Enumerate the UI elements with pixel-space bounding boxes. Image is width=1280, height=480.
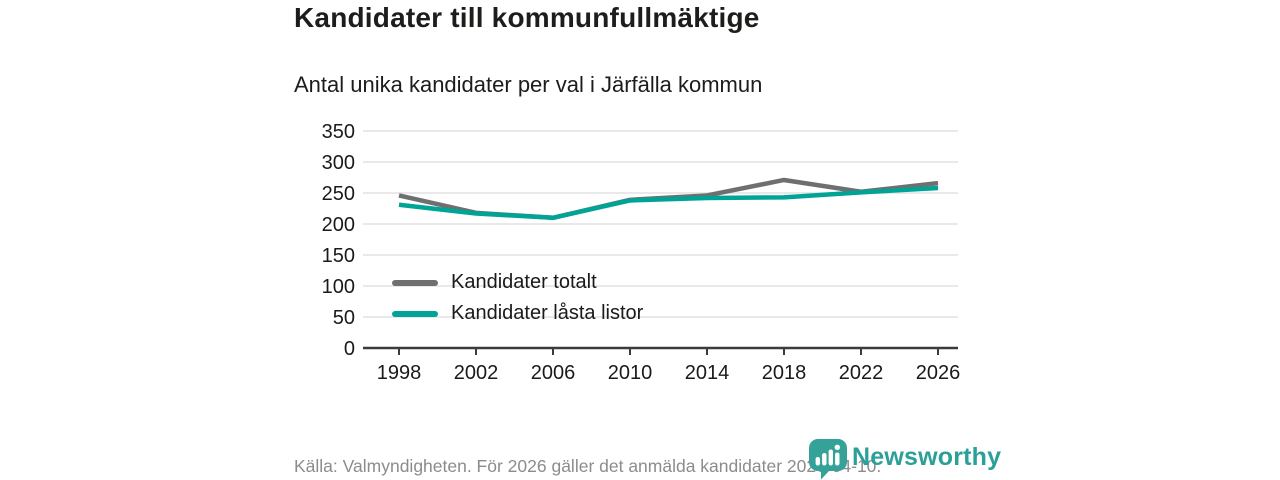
legend: Kandidater totalt Kandidater låsta listor bbox=[392, 267, 643, 329]
legend-label: Kandidater totalt bbox=[451, 271, 597, 293]
x-tick-label: 2014 bbox=[685, 362, 730, 384]
x-tick-label: 2026 bbox=[916, 362, 961, 384]
x-tick-label: 2010 bbox=[608, 362, 653, 384]
newsworthy-logo[interactable]: Newsworthy bbox=[809, 439, 1001, 480]
x-tick-label: 2006 bbox=[531, 362, 576, 384]
legend-swatch bbox=[392, 310, 438, 317]
legend-swatch bbox=[392, 279, 438, 286]
y-tick-label: 150 bbox=[322, 245, 355, 267]
x-tick-label: 2022 bbox=[839, 362, 884, 384]
legend-label: Kandidater låsta listor bbox=[451, 302, 644, 324]
x-tick-label: 2018 bbox=[762, 362, 807, 384]
newsworthy-wordmark: Newsworthy bbox=[852, 443, 1002, 471]
line-chart: 0 50 100 150 200 250 300 350 1998 2002 2006 2010 201… bbox=[322, 121, 961, 384]
x-tick-label: 2002 bbox=[454, 362, 499, 384]
y-tick-label: 50 bbox=[333, 307, 355, 329]
y-tick-label: 0 bbox=[344, 338, 355, 360]
newsworthy-chart-bubble-icon bbox=[809, 439, 847, 480]
source-note: Källa: Valmyndigheten. För 2026 gäller d… bbox=[294, 456, 882, 476]
chart-subtitle: Antal unika kandidater per val i Järfäll… bbox=[294, 72, 763, 97]
x-tick-label: 1998 bbox=[377, 362, 422, 384]
y-tick-label: 300 bbox=[322, 152, 355, 174]
y-tick-label: 350 bbox=[322, 121, 355, 143]
y-tick-label: 100 bbox=[322, 276, 355, 298]
series-line-kandidater-l-sta-listor bbox=[398, 185, 939, 221]
y-tick-label: 250 bbox=[322, 183, 355, 205]
legend-item: Kandidater låsta listor bbox=[392, 298, 643, 329]
y-tick-label: 200 bbox=[322, 214, 355, 236]
legend-item: Kandidater totalt bbox=[392, 267, 643, 298]
page-title: Kandidater till kommunfullmäktige bbox=[294, 2, 760, 33]
